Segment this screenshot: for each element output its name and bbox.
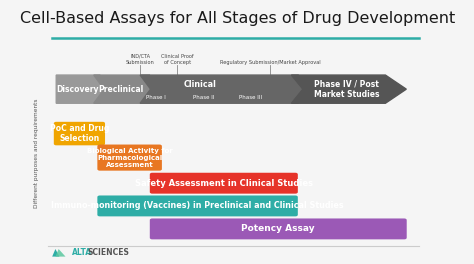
Polygon shape — [55, 249, 65, 257]
Polygon shape — [292, 75, 406, 103]
FancyBboxPatch shape — [150, 173, 298, 194]
Text: Clinical Proof
of Concept: Clinical Proof of Concept — [161, 54, 193, 65]
Text: IND/CTA
Submission: IND/CTA Submission — [126, 54, 155, 65]
Text: Clinical: Clinical — [184, 81, 217, 89]
FancyBboxPatch shape — [150, 219, 407, 239]
Polygon shape — [56, 75, 110, 103]
Text: Potency Assay: Potency Assay — [241, 224, 315, 233]
Text: Biological Activity for
Pharmacological
Assessment: Biological Activity for Pharmacological … — [87, 148, 173, 168]
Text: Phase IV / Post
Market Studies: Phase IV / Post Market Studies — [314, 79, 379, 99]
Text: Discovery: Discovery — [56, 85, 99, 94]
Text: PoC and Drug
Selection: PoC and Drug Selection — [50, 124, 109, 143]
Text: Regulatory Submission/Market Approval: Regulatory Submission/Market Approval — [219, 60, 320, 65]
Text: Cell-Based Assays for All Stages of Drug Development: Cell-Based Assays for All Stages of Drug… — [20, 11, 456, 26]
FancyBboxPatch shape — [97, 144, 162, 171]
Text: Preclinical: Preclinical — [98, 85, 143, 94]
FancyBboxPatch shape — [97, 195, 298, 216]
Text: Phase III: Phase III — [239, 95, 262, 100]
Text: Phase II: Phase II — [192, 95, 214, 100]
Text: ALTA: ALTA — [72, 248, 91, 257]
Text: Safety Assessment in Clinical Studies: Safety Assessment in Clinical Studies — [135, 179, 313, 188]
Text: Immuno-monitoring (Vaccines) in Preclinical and Clinical Studies: Immuno-monitoring (Vaccines) in Preclini… — [51, 201, 344, 210]
Text: SCIENCES: SCIENCES — [88, 248, 129, 257]
Text: Different purposes and requirements: Different purposes and requirements — [34, 98, 39, 208]
Polygon shape — [94, 75, 160, 103]
FancyBboxPatch shape — [54, 122, 105, 145]
Text: Phase I: Phase I — [146, 95, 166, 100]
Polygon shape — [52, 249, 59, 257]
Polygon shape — [140, 75, 309, 103]
